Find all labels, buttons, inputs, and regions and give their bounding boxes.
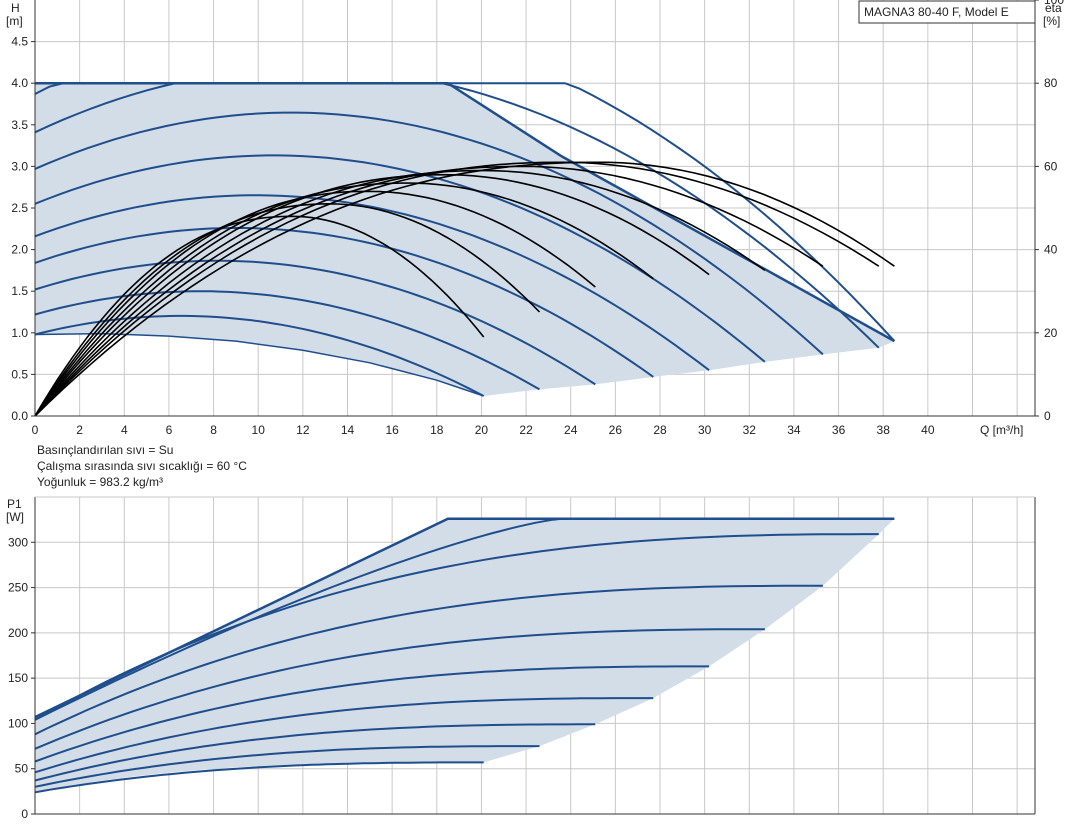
eta-tick-label: 40 — [1044, 243, 1058, 257]
h-tick-label: 0.0 — [11, 409, 28, 423]
eta-axis-unit: [%] — [1043, 14, 1060, 28]
q-tick-label: 40 — [921, 423, 935, 437]
q-tick-label: 22 — [519, 423, 533, 437]
eta-curve-4 — [34, 182, 654, 417]
h-axis-unit: [m] — [6, 14, 23, 28]
q-tick-label: 4 — [121, 423, 128, 437]
p1-tick-label: 200 — [8, 626, 28, 640]
power-chart: 0 50 100 150 200 250 300 — [8, 496, 1036, 821]
eta-curve-9 — [34, 161, 895, 417]
q-tick-label: 36 — [832, 423, 846, 437]
power-curve-7 — [34, 584, 823, 736]
fluid-note: Basınçlandırılan sıvı = Su — [37, 443, 174, 457]
q-tick-label: 6 — [166, 423, 173, 437]
q-tick-label: 18 — [430, 423, 444, 437]
q-tick-label: 10 — [252, 423, 266, 437]
temperature-note: Çalışma sırasında sıvı sıcaklığı = 60 °C — [37, 459, 247, 473]
p1-axis-unit: [W] — [6, 510, 24, 524]
h-tick-label: 2.5 — [11, 201, 28, 215]
q-tick-label: 28 — [653, 423, 667, 437]
q-tick-label: 38 — [877, 423, 891, 437]
h-tick-label: 1.0 — [11, 326, 28, 340]
q-tick-label: 14 — [341, 423, 355, 437]
eta-curve-1 — [34, 215, 485, 417]
q-tick-label: 24 — [564, 423, 578, 437]
p1-tick-label: 100 — [8, 716, 28, 730]
head-chart: 0 2 4 6 8 10 12 14 16 18 20 22 24 26 28 30 32 34 36 38 400.0… — [11, 0, 1064, 437]
eta-curve-7 — [34, 165, 824, 417]
h-tick-label: 3.0 — [11, 159, 28, 173]
eta-curve-2 — [34, 202, 541, 417]
head-curve-5 — [34, 194, 710, 371]
min-head-curve — [34, 332, 484, 397]
p1-tick-label: 150 — [8, 671, 28, 685]
max-power-curve — [34, 517, 895, 719]
power-curve-2 — [34, 745, 540, 788]
power-upper-curve-1 — [34, 517, 562, 721]
head-curve-7 — [34, 111, 824, 356]
q-tick-label: 20 — [475, 423, 489, 437]
q-tick-label: 2 — [76, 423, 83, 437]
model-label-box — [858, 0, 1036, 24]
q-tick-label: 26 — [609, 423, 623, 437]
eta-tick-label: 20 — [1044, 326, 1058, 340]
max-head-curve — [35, 81, 896, 343]
eta-tick-label: 60 — [1044, 159, 1058, 173]
p1-tick-label: 300 — [8, 535, 28, 549]
power-curve-1 — [34, 761, 484, 794]
p1-tick-label: 50 — [15, 762, 29, 776]
eta-curve-5 — [34, 173, 710, 417]
q-tick-label: 34 — [787, 423, 801, 437]
q-tick-label: 0 — [32, 423, 39, 437]
eta-tick-label: 100 — [1044, 0, 1064, 7]
eta-curve-8 — [34, 161, 880, 417]
q-tick-label: 32 — [743, 423, 757, 437]
eta-tick-label: 80 — [1044, 76, 1058, 90]
h-tick-label: 4.5 — [11, 35, 28, 49]
h-tick-label: 3.5 — [11, 118, 28, 132]
model-label: MAGNA3 80-40 F, Model E — [864, 5, 1009, 19]
h-tick-label: 2.0 — [11, 243, 28, 257]
h-tick-label: 4.0 — [11, 76, 28, 90]
q-tick-label: 8 — [210, 423, 217, 437]
h-tick-label: 1.5 — [11, 284, 28, 298]
power-curve-5 — [34, 665, 710, 763]
eta-curve-6 — [34, 169, 766, 417]
power-curve-3 — [34, 723, 596, 782]
head-curve-4 — [34, 226, 654, 378]
q-axis-label: Q [m³/h] — [980, 423, 1023, 437]
p1-tick-label: 0 — [21, 807, 28, 821]
head-curve-2 — [34, 290, 540, 391]
p1-tick-label: 250 — [8, 581, 28, 595]
head-curve-6 — [34, 154, 766, 363]
operating-area — [35, 83, 895, 396]
density-note: Yoğunluk = 983.2 kg/m³ — [37, 475, 163, 489]
q-tick-label: 16 — [385, 423, 399, 437]
eta-tick-label: 0 — [1044, 409, 1051, 423]
q-tick-label: 12 — [296, 423, 310, 437]
eta-curve-3 — [34, 190, 596, 417]
eta-axis-name: eta — [1045, 1, 1062, 15]
p1-axis-name: P1 — [7, 497, 22, 511]
head-curve-3 — [34, 259, 596, 386]
h-axis-name: H — [11, 1, 20, 15]
h-tick-label: 0.5 — [11, 367, 28, 381]
power-curve-6 — [34, 628, 765, 750]
q-tick-label: 30 — [698, 423, 712, 437]
power-curve-4 — [34, 697, 654, 774]
